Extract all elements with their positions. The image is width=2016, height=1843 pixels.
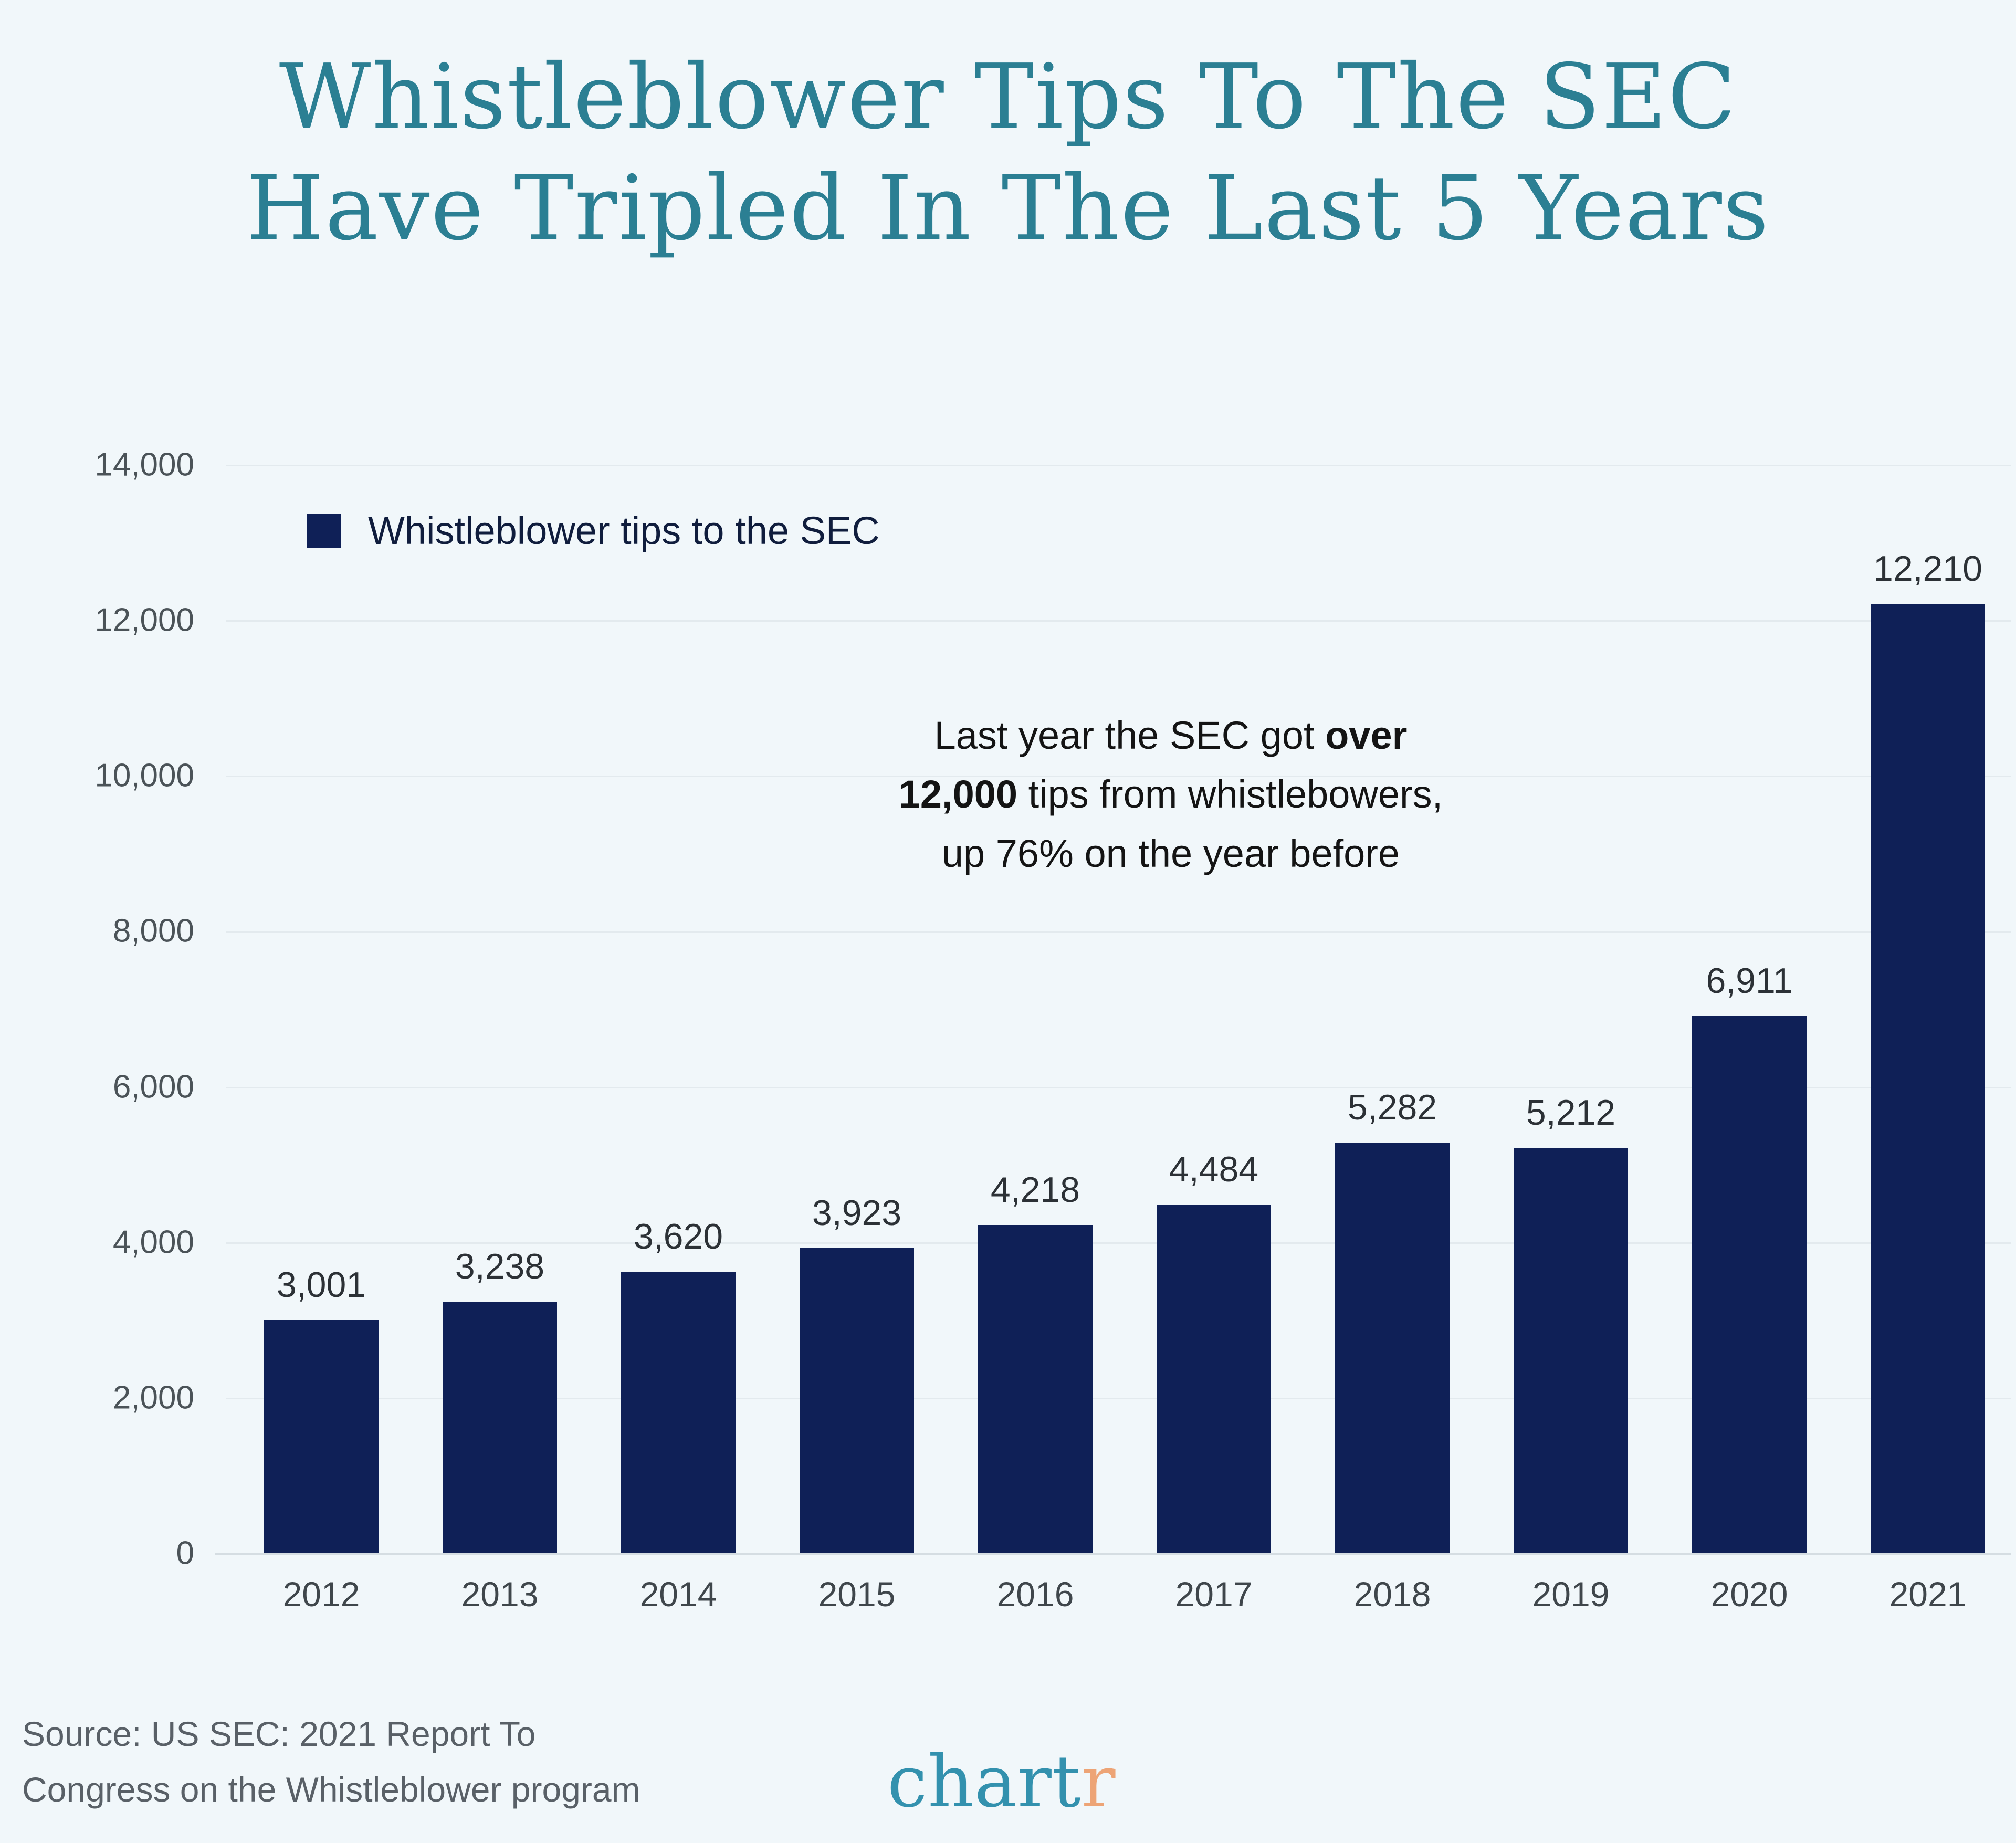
bar-2019[interactable]: 5,212 bbox=[1514, 1093, 1628, 1553]
y-axis-tick-label: 4,000 bbox=[112, 1224, 194, 1261]
chartr-logo: chartr bbox=[887, 1746, 1116, 1818]
source-note-line-1: Source: US SEC: 2021 Report To bbox=[22, 1714, 536, 1753]
bar-value-label: 3,238 bbox=[455, 1246, 545, 1286]
bar-2018[interactable]: 5,282 bbox=[1335, 1087, 1450, 1553]
annotation-line-3: up 76% on the year before bbox=[941, 831, 1400, 875]
x-axis-tick-label: 2017 bbox=[1175, 1575, 1253, 1614]
plot-area: 3,001 3,238 3,620 3,923 4,218 4,484 5,282 5,212… bbox=[215, 465, 2011, 1555]
bar-value-label: 4,218 bbox=[990, 1170, 1080, 1210]
legend-label: Whistleblower tips to the SEC bbox=[368, 509, 880, 552]
x-axis-tick-label: 2020 bbox=[1710, 1575, 1788, 1614]
gridline bbox=[226, 776, 2011, 778]
annotation-line-2: 12,000 tips from whistlebowers, bbox=[803, 765, 1538, 824]
y-axis-tick-label: 0 bbox=[176, 1535, 194, 1572]
annotation-line-1-text: Last year the SEC got bbox=[934, 714, 1326, 757]
bar-2016[interactable]: 4,218 bbox=[978, 1170, 1093, 1553]
chart-legend: Whistleblower tips to the SEC bbox=[307, 508, 880, 553]
gridline bbox=[226, 1242, 2011, 1244]
y-axis-tick-label: 8,000 bbox=[112, 913, 194, 949]
gridline bbox=[226, 465, 2011, 466]
y-axis-tick-label: 2,000 bbox=[112, 1379, 194, 1416]
bar-value-label: 6,911 bbox=[1706, 960, 1793, 1001]
y-axis-tick-label: 6,000 bbox=[112, 1069, 194, 1105]
x-axis-tick-label: 2018 bbox=[1353, 1575, 1431, 1614]
gridline bbox=[226, 1397, 2011, 1399]
bar-2014[interactable]: 3,620 bbox=[621, 1217, 736, 1553]
chart-title-line-1: Whistleblower Tips To The SEC bbox=[279, 45, 1737, 149]
logo-accent-letter: r bbox=[1081, 1741, 1116, 1824]
bar-value-label: 4,484 bbox=[1169, 1149, 1259, 1190]
bar-2012[interactable]: 3,001 bbox=[264, 1265, 379, 1553]
annotation-line-2-text: tips from whistlebowers, bbox=[1017, 772, 1443, 816]
y-axis-tick-label: 10,000 bbox=[94, 757, 194, 794]
x-axis-tick-label: 2014 bbox=[639, 1575, 717, 1614]
bar-value-label: 5,212 bbox=[1526, 1093, 1616, 1133]
legend-swatch-icon bbox=[307, 513, 341, 548]
chart-title-line-2: Have Tripled In The Last 5 Years bbox=[246, 156, 1770, 260]
y-axis-tick-label: 12,000 bbox=[94, 602, 194, 638]
bar-value-label: 3,001 bbox=[276, 1264, 366, 1305]
annotation-line-1: Last year the SEC got over bbox=[803, 706, 1538, 765]
x-axis-tick-label: 2013 bbox=[461, 1575, 539, 1614]
x-axis-tick-label: 2012 bbox=[282, 1575, 360, 1614]
bar-value-label: 3,620 bbox=[633, 1216, 723, 1256]
logo-wordmark: chart bbox=[887, 1741, 1082, 1824]
bar-2013[interactable]: 3,238 bbox=[443, 1247, 557, 1553]
x-axis-tick-label: 2015 bbox=[818, 1575, 896, 1614]
bar-value-label: 5,282 bbox=[1347, 1087, 1437, 1127]
bar-2021[interactable]: 12,210 bbox=[1871, 549, 1985, 1553]
bar-2020[interactable]: 6,911 bbox=[1692, 961, 1807, 1553]
chart-title: Whistleblower Tips To The SEC Have Tripl… bbox=[0, 53, 2016, 253]
gridline bbox=[226, 931, 2011, 933]
annotation-line-2-emphasis: 12,000 bbox=[898, 772, 1018, 816]
annotation-line-1-emphasis: over bbox=[1325, 714, 1408, 757]
y-axis-tick-label: 14,000 bbox=[94, 446, 194, 483]
bar-value-label: 3,923 bbox=[812, 1193, 902, 1233]
source-note-line-2: Congress on the Whistleblower program bbox=[22, 1769, 640, 1809]
gridline bbox=[226, 620, 2011, 622]
gridline bbox=[226, 1086, 2011, 1088]
axis-baseline bbox=[215, 1553, 2011, 1555]
bar-2015[interactable]: 3,923 bbox=[800, 1193, 914, 1553]
x-axis-tick-label: 2019 bbox=[1532, 1575, 1610, 1614]
bar-value-label: 12,210 bbox=[1873, 549, 1982, 589]
x-axis-tick-label: 2016 bbox=[996, 1575, 1074, 1614]
source-note: Source: US SEC: 2021 Report To Congress … bbox=[22, 1706, 862, 1817]
chart-annotation: Last year the SEC got over 12,000 tips f… bbox=[803, 706, 1538, 883]
bar-2017[interactable]: 4,484 bbox=[1157, 1149, 1271, 1553]
x-axis-tick-label: 2021 bbox=[1889, 1575, 1967, 1614]
